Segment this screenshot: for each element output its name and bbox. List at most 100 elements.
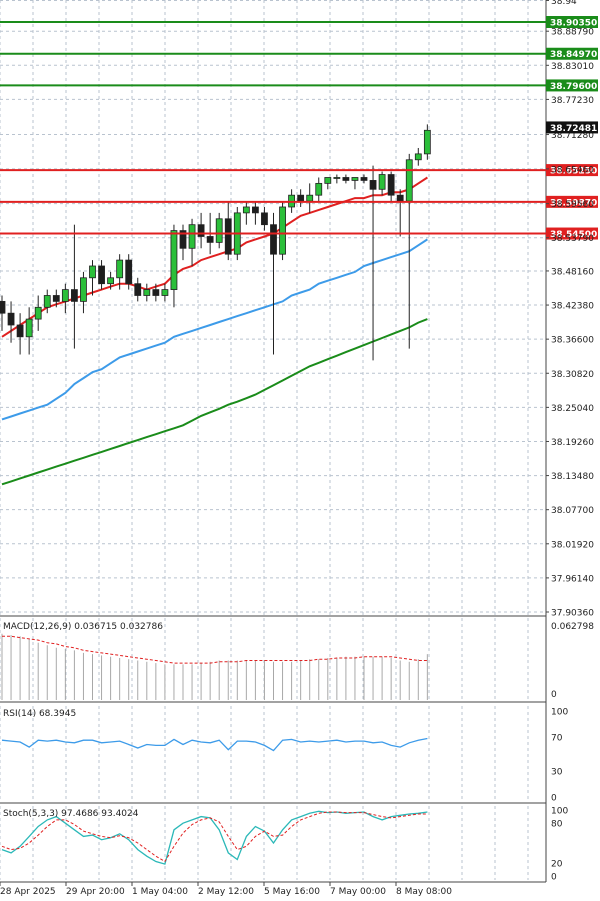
resistance-level-label: 38.84970 [550, 50, 597, 60]
candle-body-up [315, 182, 323, 196]
resistance-level-label-bg [546, 47, 598, 60]
candles [0, 124, 431, 361]
time-tick-label: 2 May 12:00 [198, 887, 254, 897]
candle-body-down [270, 224, 277, 255]
candle-body-up [279, 206, 286, 255]
price-tick-label: 37.96140 [551, 574, 594, 584]
ma-blue-line [1, 238, 428, 421]
price-tick-label: 38.77230 [551, 96, 594, 106]
time-tick-label: 29 Apr 20:00 [66, 887, 125, 897]
candle-body-down [152, 289, 160, 296]
candle-body-up [242, 206, 250, 214]
candle-body-up [188, 224, 196, 249]
macd-panel: MACD(12,26,9) 0.036715 0.032786 0.062798 0 [1, 622, 594, 700]
support-level-label-bg [546, 227, 598, 240]
stoch-panel: Stoch(5,3,3) 97.4686 93.4024 100 80 20 0 [1, 807, 568, 883]
rsi-axis-label: 100 [551, 708, 568, 718]
price-tick-label: 38.42380 [551, 302, 594, 312]
price-tick-label: 38.13480 [551, 472, 594, 482]
macd-axis-label: 0.062798 [551, 622, 594, 632]
resistance-level-label: 38.90350 [550, 19, 597, 29]
resistance-level-label: 38.79600 [550, 82, 597, 92]
candle-body-down [297, 194, 305, 202]
candle-body-up [116, 259, 124, 279]
resistance-level-label-bg [546, 79, 598, 92]
price-axis: 38.9438.8879038.8301038.7723038.7128038.… [546, 0, 598, 619]
candle-body-up [215, 218, 223, 243]
candle-body-down [342, 177, 350, 181]
price-tick-label: 38.36600 [551, 336, 594, 346]
support-level-label-bg [546, 164, 598, 177]
price-tick-label: 38.59560 [551, 200, 594, 210]
rsi-axis-label: 30 [551, 768, 563, 778]
candle-body-up [61, 289, 69, 302]
rsi-line [1, 737, 428, 752]
time-tick-label: 7 May 00:00 [330, 887, 386, 897]
candle-body-up [414, 153, 422, 161]
rsi-label: RSI(14) 68.3945 [3, 709, 76, 719]
price-tick-label: 38.01920 [551, 540, 594, 550]
support-level-label: 38.54500 [550, 230, 597, 240]
candle-body-up [89, 265, 96, 279]
price-tick-label: 38.94 [551, 0, 577, 7]
candle-body-down [71, 289, 78, 302]
support-level-label-bg [546, 195, 598, 208]
candle-body-down [396, 194, 404, 202]
time-axis: 28 Apr 2025 29 Apr 20:00 1 May 04:00 2 May … [0, 882, 452, 897]
stoch-axis-label: 80 [551, 820, 563, 830]
candle-body-up [324, 177, 332, 184]
candle-body-down [16, 324, 24, 338]
time-tick-label: 5 May 16:00 [264, 887, 320, 897]
candle-body-up [34, 306, 42, 320]
candle-body-down [125, 259, 133, 285]
resistance-level-label-bg [546, 16, 598, 28]
support-level-label: 38.59870 [550, 198, 597, 208]
stoch-axis-label: 0 [551, 873, 557, 883]
candle-body-up [161, 289, 169, 296]
candle-body-up [378, 174, 386, 190]
candle-body-up [25, 318, 33, 338]
rsi-panel: RSI(14) 68.3945 100 70 30 0 [1, 708, 568, 804]
candle-body-down [134, 283, 142, 296]
candle-body-down [224, 218, 232, 255]
stoch-axis-label: 20 [551, 859, 563, 869]
rsi-axis-label: 70 [551, 733, 563, 743]
candle-body-up [143, 289, 151, 296]
candle-body-down [98, 265, 105, 285]
stoch-axis-label: 100 [551, 807, 568, 817]
price-tick-label: 37.90360 [551, 609, 594, 619]
candle-body-up [405, 159, 413, 202]
candle-body-down [387, 174, 395, 196]
price-tick-label: 38.25040 [551, 404, 594, 414]
ma-green-line [1, 318, 428, 486]
price-tick-label: 38.65460 [551, 165, 594, 175]
price-tick-label: 38.07700 [551, 506, 594, 516]
time-tick-label: 28 Apr 2025 [0, 887, 56, 897]
candle-body-up [423, 129, 431, 155]
candle-body-down [360, 177, 368, 181]
stoch-d-line [1, 811, 428, 863]
time-tick-label: 8 May 08:00 [396, 887, 452, 897]
macd-label: MACD(12,26,9) 0.036715 0.032786 [3, 622, 163, 632]
candle-body-down [369, 180, 377, 190]
price-tick-label: 38.53790 [551, 234, 594, 244]
candle-body-up [351, 177, 359, 181]
price-levels: 38.90350 38.84970 38.79600 38.65250 38.59870… [0, 16, 598, 240]
support-level-label: 38.65250 [550, 167, 597, 177]
price-tick-label: 38.88790 [551, 28, 594, 38]
rsi-axis-label: 0 [551, 794, 557, 804]
candle-body-down [7, 312, 15, 326]
candle-body-up [306, 194, 314, 202]
price-tick-label: 38.19260 [551, 438, 594, 448]
macd-axis-label: 0 [551, 690, 557, 700]
time-tick-label: 1 May 04:00 [132, 887, 188, 897]
current-price-bg [546, 121, 598, 134]
candle-body-down [197, 224, 205, 237]
candle-body-up [333, 177, 341, 179]
price-tick-label: 38.48160 [551, 267, 594, 277]
candle-body-down [52, 295, 60, 302]
price-tick-label: 38.71280 [551, 131, 594, 141]
macd-signal-line [2, 635, 428, 664]
candle-body-down [0, 300, 6, 314]
